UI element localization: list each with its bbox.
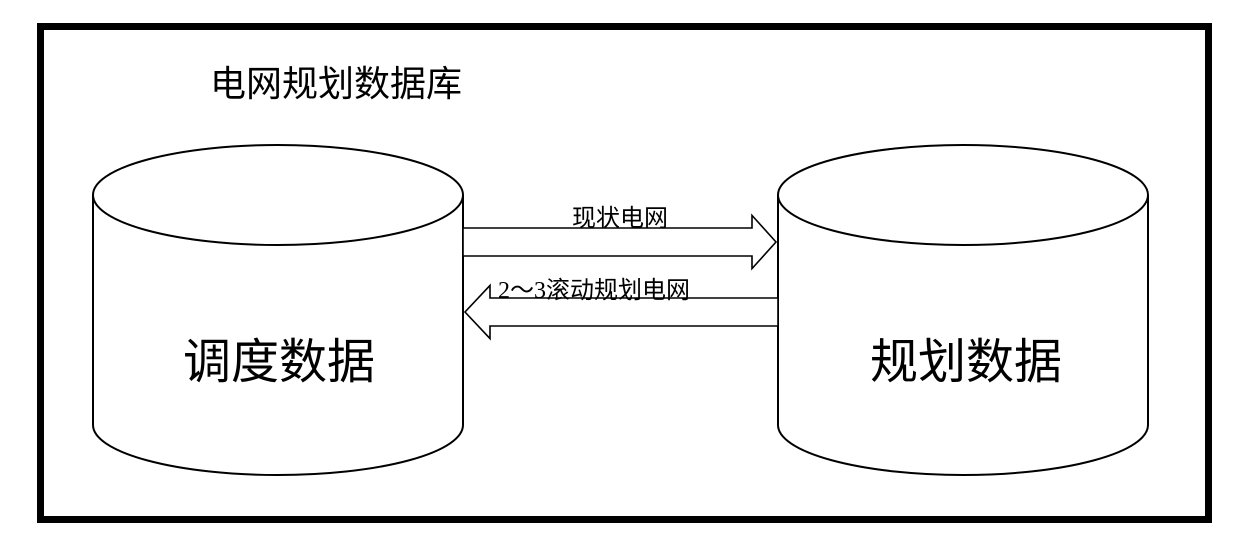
cylinder-left	[89, 141, 467, 479]
arrow-bottom-label: 2～3滚动规划电网	[498, 270, 690, 305]
diagram-title: 电网规划数据库	[210, 55, 462, 107]
cylinder-right-label: 规划数据	[870, 322, 1062, 392]
cylinder-left-label: 调度数据	[183, 322, 375, 392]
diagram-canvas: 电网规划数据库 调度数据 规划数据 现状电网 2～3滚动规划电网	[0, 0, 1240, 545]
cylinder-right-top	[778, 145, 1148, 245]
cylinder-right	[774, 141, 1152, 479]
arrow-top-label: 现状电网	[572, 198, 668, 233]
cylinder-left-top	[93, 145, 463, 245]
